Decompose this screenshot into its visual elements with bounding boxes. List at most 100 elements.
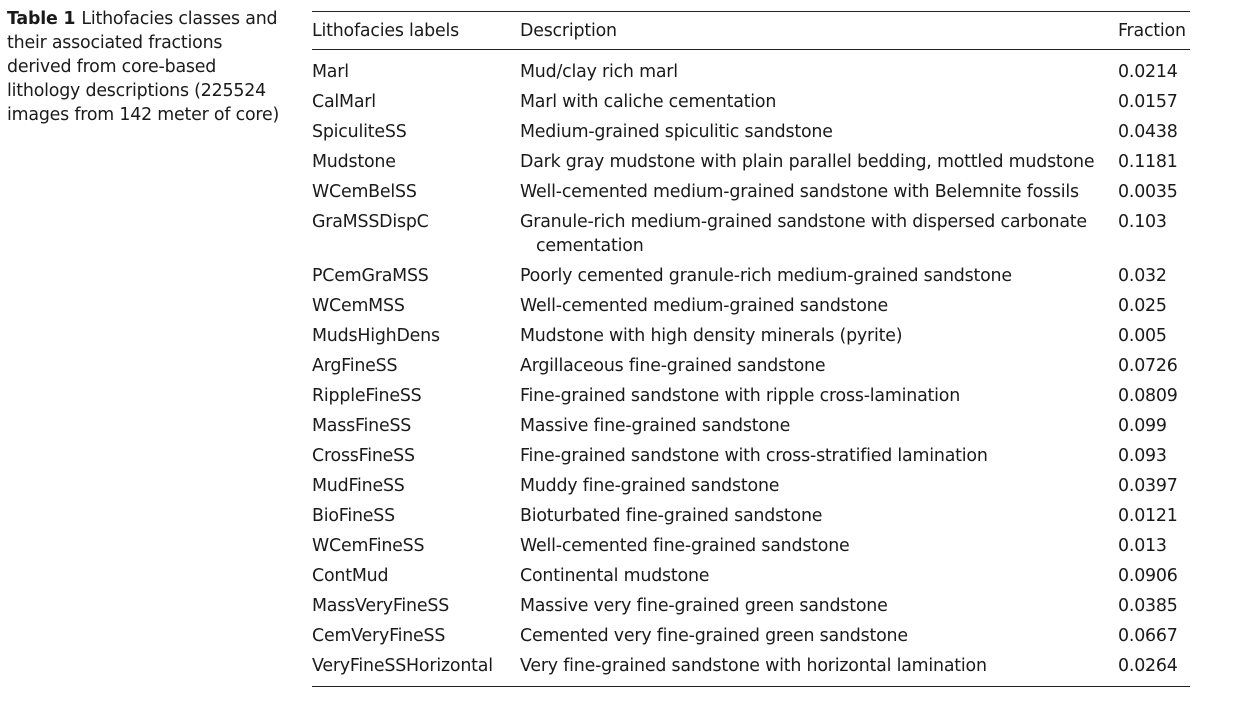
caption-text: Lithofacies classes and their associated… (7, 9, 280, 125)
table-row: Mudstone Dark gray mudstone with plain pa… (312, 150, 1190, 180)
description-cell: Massive fine-grained sandstone (520, 414, 1118, 444)
lithofacies-label-cell: CemVeryFineSS (312, 626, 446, 646)
description-cell: Poorly cemented granule-rich medium-grai… (520, 264, 1118, 294)
fraction-cell: 0.0214 (1118, 62, 1178, 82)
description-text: Massive fine-grained sandstone (520, 416, 791, 436)
table-header: Lithofacies labels Description Fraction (312, 11, 1190, 50)
description-text: Very fine-grained sandstone with horizon… (520, 656, 987, 676)
lithofacies-label-cell: MudFineSS (312, 476, 405, 496)
table-row: SpiculiteSS Medium-grained spiculitic san… (312, 120, 1190, 150)
description-cell: Fine-grained sandstone with cross-strati… (520, 444, 1118, 474)
fraction-cell: 0.005 (1118, 326, 1167, 346)
description-text: Massive very fine-grained green sandston… (520, 596, 888, 616)
description-cell: Granule-rich medium-grained sandstone wi… (520, 210, 1118, 264)
fraction-cell: 0.0121 (1118, 506, 1178, 526)
description-cell: Marl with caliche cementation (520, 90, 1118, 120)
table-row: MassVeryFineSS Massive very fine-grained … (312, 594, 1190, 624)
caption-label: Table 1 (7, 9, 76, 29)
table-row: WCemFineSS Well-cemented fine-grained san… (312, 534, 1190, 564)
description-cell: Well-cemented medium-grained sandstone (520, 294, 1118, 324)
lithofacies-label-cell: ContMud (312, 566, 389, 586)
description-cell: Very fine-grained sandstone with horizon… (520, 654, 1118, 687)
table-row: Marl Mud/clay rich marl 0.0214 (312, 50, 1190, 91)
fraction-cell: 0.1181 (1118, 152, 1178, 172)
fraction-cell: 0.0035 (1118, 182, 1178, 202)
fraction-cell: 0.0157 (1118, 92, 1178, 112)
table-row: ContMud Continental mudstone 0.0906 (312, 564, 1190, 594)
fraction-cell: 0.0385 (1118, 596, 1178, 616)
description-cell: Cemented very fine-grained green sandsto… (520, 624, 1118, 654)
description-cell: Continental mudstone (520, 564, 1118, 594)
description-text: Mudstone with high density minerals (pyr… (520, 326, 903, 346)
fraction-cell: 0.0438 (1118, 122, 1178, 142)
table-row: ArgFineSS Argillaceous fine-grained sands… (312, 354, 1190, 384)
table-row: WCemMSS Well-cemented medium-grained sand… (312, 294, 1190, 324)
description-cell: Mud/clay rich marl (520, 50, 1118, 91)
fraction-cell: 0.0667 (1118, 626, 1178, 646)
lithofacies-label-cell: MassFineSS (312, 416, 412, 436)
description-text: Well-cemented medium-grained sandstone w… (520, 182, 1079, 202)
description-text: Granule-rich medium-grained sandstone wi… (520, 212, 1087, 256)
table-row: MudsHighDens Mudstone with high density m… (312, 324, 1190, 354)
lithofacies-label-cell: BioFineSS (312, 506, 395, 526)
fraction-cell: 0.0809 (1118, 386, 1178, 406)
fraction-cell: 0.032 (1118, 266, 1167, 286)
lithofacies-label-cell: VeryFineSSHorizontal (312, 656, 493, 676)
table-row: MassFineSS Massive fine-grained sandstone… (312, 414, 1190, 444)
lithofacies-label-cell: MudsHighDens (312, 326, 440, 346)
lithofacies-label-cell: PCemGraMSS (312, 266, 429, 286)
description-cell: Well-cemented fine-grained sandstone (520, 534, 1118, 564)
table-row: VeryFineSSHorizontal Very fine-grained sa… (312, 654, 1190, 687)
description-text: Marl with caliche cementation (520, 92, 777, 112)
table-row: BioFineSS Bioturbated fine-grained sandst… (312, 504, 1190, 534)
lithofacies-label-cell: GraMSSDispC (312, 212, 429, 232)
description-text: Mud/clay rich marl (520, 62, 678, 82)
fraction-cell: 0.0726 (1118, 356, 1178, 376)
lithofacies-label-cell: RippleFineSS (312, 386, 422, 406)
lithofacies-label-cell: CrossFineSS (312, 446, 415, 466)
fraction-cell: 0.013 (1118, 536, 1167, 556)
header-row: Lithofacies labels Description Fraction (312, 11, 1190, 50)
description-text: Fine-grained sandstone with ripple cross… (520, 386, 961, 406)
header-lithofacies-labels: Lithofacies labels (312, 20, 459, 41)
lithofacies-label-cell: Mudstone (312, 152, 396, 172)
description-text: Argillaceous fine-grained sandstone (520, 356, 826, 376)
description-cell: Well-cemented medium-grained sandstone w… (520, 180, 1118, 210)
description-cell: Muddy fine-grained sandstone (520, 474, 1118, 504)
fraction-cell: 0.099 (1118, 416, 1167, 436)
header-fraction: Fraction (1118, 20, 1186, 41)
lithofacies-label-cell: Marl (312, 62, 349, 82)
description-text: Muddy fine-grained sandstone (520, 476, 780, 496)
fraction-cell: 0.093 (1118, 446, 1167, 466)
description-text: Fine-grained sandstone with cross-strati… (520, 446, 988, 466)
table-row: CalMarl Marl with caliche cementation 0.01… (312, 90, 1190, 120)
description-cell: Massive very fine-grained green sandston… (520, 594, 1118, 624)
table-caption: Table 1 Lithofacies classes and their ass… (7, 7, 287, 127)
table-row: GraMSSDispC Granule-rich medium-grained s… (312, 210, 1190, 264)
fraction-cell: 0.0397 (1118, 476, 1178, 496)
lithofacies-label-cell: WCemBelSS (312, 182, 417, 202)
header-description: Description (520, 20, 617, 41)
description-text: Dark gray mudstone with plain parallel b… (520, 152, 1095, 172)
description-cell: Medium-grained spiculitic sandstone (520, 120, 1118, 150)
description-cell: Fine-grained sandstone with ripple cross… (520, 384, 1118, 414)
table-row: CemVeryFineSS Cemented very fine-grained … (312, 624, 1190, 654)
description-text: Cemented very fine-grained green sandsto… (520, 626, 908, 646)
description-text: Poorly cemented granule-rich medium-grai… (520, 266, 1012, 286)
description-text: Medium-grained spiculitic sandstone (520, 122, 833, 142)
lithofacies-label-cell: CalMarl (312, 92, 376, 112)
description-text: Well-cemented fine-grained sandstone (520, 536, 850, 556)
description-text: Well-cemented medium-grained sandstone (520, 296, 888, 316)
description-cell: Bioturbated fine-grained sandstone (520, 504, 1118, 534)
table-row: WCemBelSS Well-cemented medium-grained sa… (312, 180, 1190, 210)
lithofacies-label-cell: WCemMSS (312, 296, 405, 316)
fraction-cell: 0.0906 (1118, 566, 1178, 586)
table-row: CrossFineSS Fine-grained sandstone with c… (312, 444, 1190, 474)
table-row: PCemGraMSS Poorly cemented granule-rich m… (312, 264, 1190, 294)
lithofacies-label-cell: WCemFineSS (312, 536, 425, 556)
description-cell: Argillaceous fine-grained sandstone (520, 354, 1118, 384)
table-row: RippleFineSS Fine-grained sandstone with … (312, 384, 1190, 414)
description-text: Bioturbated fine-grained sandstone (520, 506, 823, 526)
fraction-cell: 0.0264 (1118, 656, 1178, 676)
fraction-cell: 0.103 (1118, 212, 1167, 232)
